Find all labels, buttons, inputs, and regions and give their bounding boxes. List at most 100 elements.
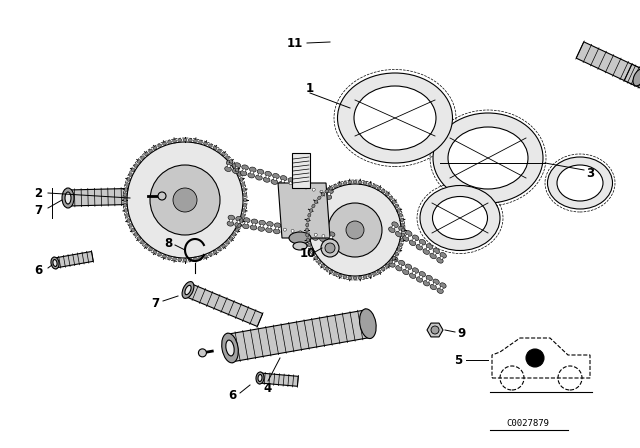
Ellipse shape — [406, 231, 412, 236]
Ellipse shape — [124, 198, 127, 202]
Ellipse shape — [141, 156, 145, 159]
Ellipse shape — [53, 259, 57, 267]
Ellipse shape — [168, 141, 172, 143]
Ellipse shape — [410, 273, 416, 279]
Ellipse shape — [399, 226, 405, 232]
Ellipse shape — [368, 274, 372, 277]
Ellipse shape — [193, 258, 197, 261]
Text: 1: 1 — [306, 82, 314, 95]
Circle shape — [268, 226, 271, 228]
Polygon shape — [278, 183, 330, 238]
Ellipse shape — [392, 257, 398, 262]
Ellipse shape — [401, 233, 404, 237]
Circle shape — [284, 228, 286, 231]
Circle shape — [282, 180, 284, 183]
Ellipse shape — [185, 285, 191, 295]
Text: 10: 10 — [300, 246, 316, 259]
Ellipse shape — [168, 256, 172, 259]
Ellipse shape — [397, 209, 401, 212]
Ellipse shape — [633, 69, 640, 86]
Ellipse shape — [221, 333, 238, 363]
Ellipse shape — [282, 224, 289, 229]
Ellipse shape — [218, 247, 221, 251]
Ellipse shape — [307, 238, 310, 242]
Ellipse shape — [319, 186, 326, 191]
Ellipse shape — [363, 181, 367, 185]
Ellipse shape — [290, 225, 296, 230]
Ellipse shape — [273, 229, 280, 234]
Ellipse shape — [338, 274, 342, 277]
Ellipse shape — [173, 139, 177, 142]
Ellipse shape — [401, 218, 403, 222]
Ellipse shape — [250, 225, 257, 230]
Ellipse shape — [416, 245, 422, 250]
Ellipse shape — [298, 227, 304, 232]
Circle shape — [150, 165, 220, 235]
Ellipse shape — [188, 139, 192, 142]
Ellipse shape — [420, 185, 500, 250]
Ellipse shape — [209, 144, 212, 147]
Ellipse shape — [397, 248, 401, 251]
Ellipse shape — [372, 185, 376, 188]
Ellipse shape — [280, 176, 287, 181]
Circle shape — [289, 182, 292, 185]
Circle shape — [328, 193, 331, 195]
Ellipse shape — [225, 166, 232, 172]
Ellipse shape — [232, 164, 236, 168]
Circle shape — [260, 224, 263, 227]
Circle shape — [526, 349, 544, 367]
Ellipse shape — [243, 188, 246, 192]
Ellipse shape — [303, 182, 310, 187]
Ellipse shape — [304, 234, 311, 239]
Ellipse shape — [302, 188, 308, 193]
Circle shape — [330, 236, 333, 239]
Ellipse shape — [430, 253, 436, 259]
Circle shape — [305, 186, 307, 189]
Ellipse shape — [310, 248, 313, 251]
Ellipse shape — [125, 214, 129, 217]
Ellipse shape — [227, 160, 233, 166]
Ellipse shape — [266, 228, 272, 233]
Circle shape — [291, 229, 294, 233]
Text: 7: 7 — [151, 297, 159, 310]
Ellipse shape — [271, 179, 278, 185]
Circle shape — [431, 326, 439, 334]
Ellipse shape — [325, 267, 328, 271]
Circle shape — [312, 188, 316, 191]
Ellipse shape — [337, 73, 452, 163]
Ellipse shape — [173, 258, 177, 261]
Circle shape — [320, 190, 323, 193]
Circle shape — [276, 227, 278, 230]
Circle shape — [266, 175, 269, 178]
Ellipse shape — [153, 146, 157, 150]
Ellipse shape — [256, 372, 264, 384]
Circle shape — [274, 177, 276, 181]
Ellipse shape — [238, 224, 241, 227]
Ellipse shape — [243, 208, 246, 212]
Ellipse shape — [209, 253, 212, 256]
Ellipse shape — [163, 255, 166, 258]
Ellipse shape — [240, 171, 247, 176]
Circle shape — [229, 219, 232, 222]
Ellipse shape — [321, 231, 327, 236]
Ellipse shape — [440, 283, 446, 288]
Ellipse shape — [353, 276, 357, 280]
Ellipse shape — [308, 243, 311, 247]
Circle shape — [173, 188, 197, 212]
Ellipse shape — [433, 248, 440, 254]
Ellipse shape — [314, 256, 318, 260]
Ellipse shape — [226, 241, 229, 244]
Circle shape — [392, 226, 395, 228]
Bar — [292, 153, 310, 188]
Ellipse shape — [127, 177, 130, 181]
Ellipse shape — [243, 198, 246, 202]
Ellipse shape — [306, 233, 308, 237]
Ellipse shape — [308, 213, 311, 217]
Circle shape — [406, 268, 409, 271]
Ellipse shape — [440, 253, 446, 258]
Polygon shape — [68, 188, 148, 206]
Ellipse shape — [229, 159, 233, 163]
Text: 3: 3 — [586, 167, 594, 180]
Ellipse shape — [232, 233, 236, 236]
Ellipse shape — [232, 168, 239, 174]
